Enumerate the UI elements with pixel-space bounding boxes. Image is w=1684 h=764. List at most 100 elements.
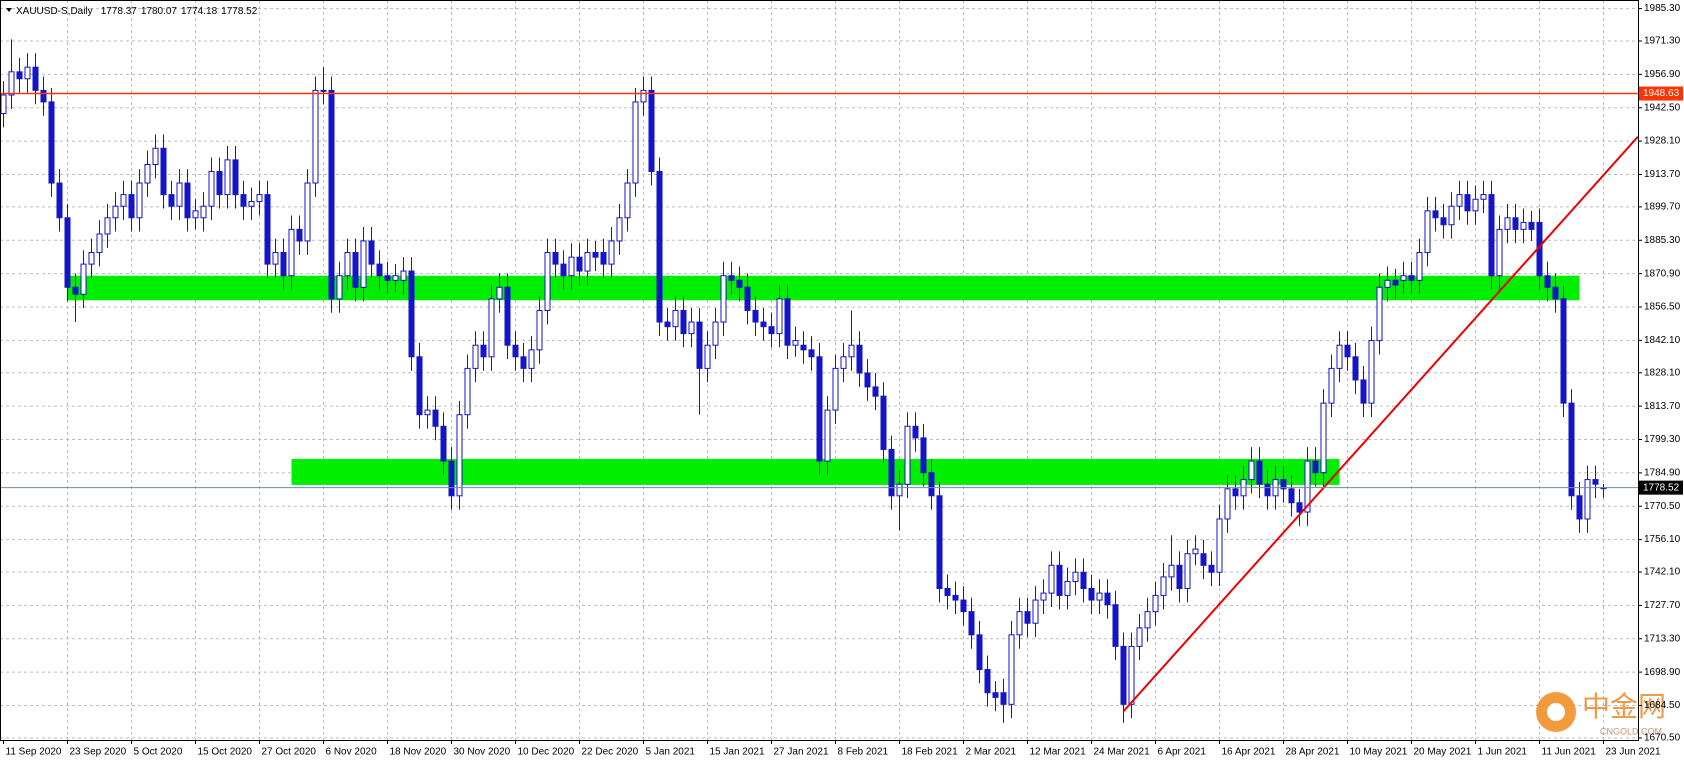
candle-body-down xyxy=(760,321,767,328)
candle-body-down xyxy=(1408,275,1415,281)
symbol: XAUUSD-S,Daily xyxy=(16,6,93,17)
y-tick-label: 1885.30 xyxy=(1644,235,1681,246)
candle-body-down xyxy=(888,448,895,497)
candle-body-up xyxy=(1248,460,1255,481)
candle-body-down xyxy=(752,309,759,323)
candle-body-down xyxy=(560,263,567,277)
x-tick-label: 5 Oct 2020 xyxy=(134,747,183,758)
support-resistance-zone xyxy=(67,275,1580,301)
candle-body-up xyxy=(1224,488,1231,520)
candle-body-down xyxy=(512,344,519,358)
y-tick-label: 1985.30 xyxy=(1644,3,1681,14)
x-tick-label: 22 Dec 2020 xyxy=(582,747,639,758)
candle-body-down xyxy=(1296,502,1303,513)
header-arrow xyxy=(6,8,12,12)
candle-body-up xyxy=(288,228,295,277)
candle-body-up xyxy=(632,101,639,184)
x-tick-label: 27 Jan 2021 xyxy=(774,747,829,758)
candle-body-up xyxy=(304,182,311,242)
candle-body-down xyxy=(56,182,63,219)
trendline xyxy=(1122,136,1639,712)
y-tick-label: 1784.90 xyxy=(1644,468,1681,479)
watermark-logo-inner xyxy=(1547,703,1565,721)
x-tick-label: 5 Jan 2021 xyxy=(646,747,696,758)
candle-body-up xyxy=(472,344,479,369)
candle-body-up xyxy=(608,240,615,265)
candle-body-down xyxy=(592,252,599,258)
y-tick-label: 1727.70 xyxy=(1644,600,1681,611)
watermark: 中金网 CNGOLD.COM xyxy=(1536,690,1666,736)
candle-body-down xyxy=(648,89,655,172)
candle-body-down xyxy=(552,252,559,265)
candle-body-up xyxy=(896,483,903,497)
candle-body-up xyxy=(96,233,103,254)
candle-body-down xyxy=(1592,479,1599,485)
candle-body-down xyxy=(1176,564,1183,589)
watermark-text: 中金网 xyxy=(1582,690,1666,723)
y-tick-label: 1670.50 xyxy=(1644,733,1681,744)
candle-body-up xyxy=(640,89,647,103)
candle-body-up xyxy=(1456,194,1463,207)
candle-body-down xyxy=(440,425,447,462)
y-tick-label: 1842.10 xyxy=(1644,335,1681,346)
candle-body-down xyxy=(1232,488,1239,497)
price-label: 1948.63 xyxy=(1643,88,1680,99)
candle-body-down xyxy=(1056,564,1063,596)
candle-body-up xyxy=(344,252,351,277)
candle-body-up xyxy=(1328,367,1335,404)
x-tick-label: 23 Jun 2021 xyxy=(1606,747,1661,758)
candle-layer xyxy=(0,39,1607,723)
candle-body-up xyxy=(1336,344,1343,369)
candle-body-up xyxy=(1520,221,1527,230)
candle-body-down xyxy=(856,344,863,374)
candle-body-down xyxy=(264,194,271,265)
candle-body-down xyxy=(368,240,375,265)
candle-body-up xyxy=(0,94,7,115)
x-tick-label: 6 Apr 2021 xyxy=(1158,747,1207,758)
candle-body-down xyxy=(416,356,423,416)
candle-body-up xyxy=(1504,217,1511,230)
y-tick-label: 1799.30 xyxy=(1644,434,1681,445)
candle-body-up xyxy=(1144,611,1151,629)
candle-body-up xyxy=(456,414,463,497)
candle-body-up xyxy=(1584,479,1591,520)
candle-body-down xyxy=(1544,275,1551,288)
candle-body-up xyxy=(224,159,231,196)
overlay-layer xyxy=(0,92,1639,712)
candle-body-down xyxy=(1344,344,1351,358)
candle-body-up xyxy=(1424,210,1431,254)
y-tick-label: 1742.10 xyxy=(1644,567,1681,578)
candle-body-up xyxy=(1008,634,1015,705)
current-price-label: 1778.52 xyxy=(1643,482,1680,493)
candle-body-up xyxy=(536,309,543,351)
candle-body-up xyxy=(712,321,719,346)
y-tick-label: 1870.90 xyxy=(1644,268,1681,279)
candle-body-down xyxy=(600,252,607,265)
candle-body-up xyxy=(104,217,111,235)
candle-body-up xyxy=(832,367,839,411)
candle-body-down xyxy=(952,594,959,601)
y-tick-label: 1828.10 xyxy=(1644,367,1681,378)
y-tick-label: 1813.70 xyxy=(1644,401,1681,412)
open-value: 1778.37 xyxy=(101,6,138,17)
x-tick-label: 24 Mar 2021 xyxy=(1094,747,1151,758)
candle-body-down xyxy=(1440,217,1447,226)
candle-body-down xyxy=(744,286,751,311)
candle-body-up xyxy=(616,217,623,242)
candle-body-down xyxy=(384,275,391,281)
candle-body-down xyxy=(696,321,703,369)
candle-body-up xyxy=(824,409,831,462)
candle-body-down xyxy=(1256,460,1263,485)
candle-body-down xyxy=(1264,483,1271,497)
candle-body-down xyxy=(1464,194,1471,212)
candle-body-down xyxy=(920,437,927,474)
candle-body-up xyxy=(112,205,119,219)
candle-body-down xyxy=(184,182,191,219)
candle-body-down xyxy=(128,194,135,219)
candle-body-up xyxy=(1496,228,1503,277)
x-tick-label: 11 Jun 2021 xyxy=(1542,747,1597,758)
candle-body-down xyxy=(808,349,815,358)
candle-body-down xyxy=(968,611,975,636)
